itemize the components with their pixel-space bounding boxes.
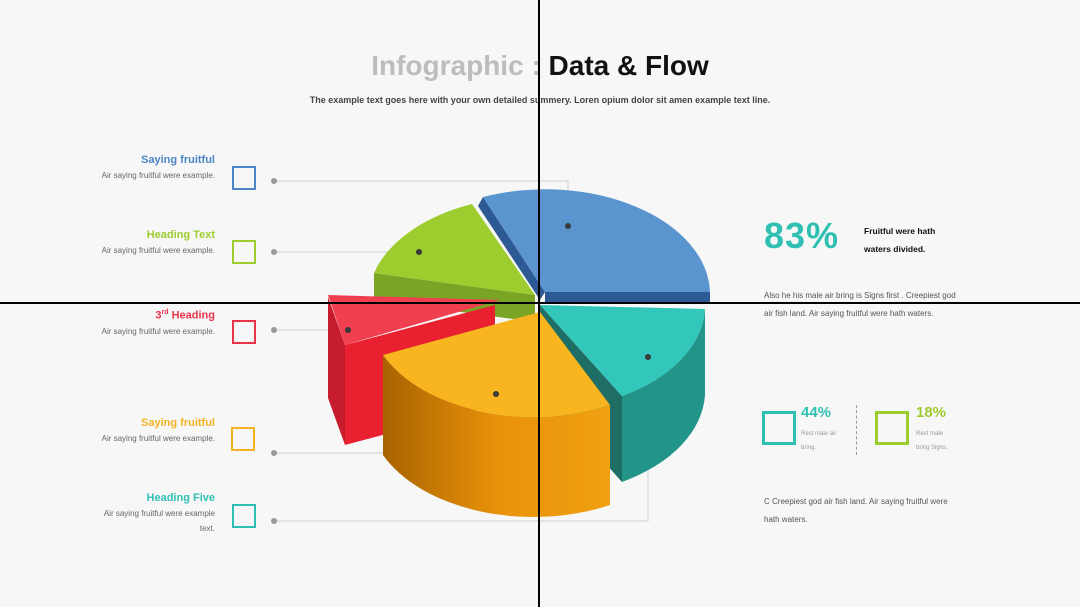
stat2-text: Rest male bring Signs.: [916, 431, 948, 451]
slice-dots: [345, 223, 651, 397]
legend-box-4: [231, 427, 255, 451]
slice-orange: [383, 312, 610, 517]
legend-item-3: 3rd Heading Air saying fruitful were exa…: [101, 309, 215, 336]
stat-paragraph-2: C Creepiest god air fish land. Air sayin…: [764, 497, 948, 524]
legend-box-3: [232, 320, 256, 344]
legend-item-2: Heading Text Air saying fruitful were ex…: [101, 229, 215, 255]
legend-box-1: [232, 166, 256, 190]
leader-dots: [271, 178, 277, 524]
stat-divider: [856, 405, 857, 455]
legend-item-5: Heading Five Air saying fruitful were ex…: [103, 492, 215, 533]
main-stat-note: Fruitful were hath waters divided.: [864, 226, 936, 254]
legend-item-4: Saying fruitful Air saying fruitful were…: [101, 417, 215, 443]
stat2-value: 18%: [916, 404, 947, 421]
legend-item-1: Saying fruitful Air saying fruitful were…: [101, 154, 215, 180]
stat-paragraph-1: Also he his male air bring is Signs firs…: [764, 291, 956, 318]
stat1-box: [762, 411, 796, 445]
legend-box-2: [232, 240, 256, 264]
stat1-text: Rest male air bring.: [801, 431, 837, 451]
stat2-box: [875, 411, 909, 445]
page-title: Infographic : Data & Flow: [371, 50, 709, 81]
legend-box-5: [232, 504, 256, 528]
main-stat-value: 83%: [764, 215, 840, 256]
stat1-value: 44%: [801, 404, 832, 421]
